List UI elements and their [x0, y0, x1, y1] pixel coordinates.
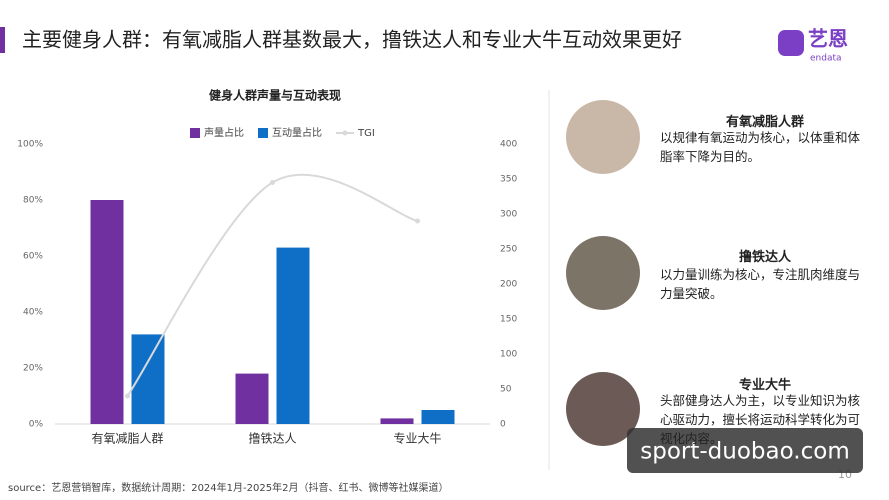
y2-tick-label: 150: [500, 315, 517, 325]
title-accent: [0, 27, 5, 53]
y2-tick-label: 50: [500, 385, 512, 395]
legend-label: 声量占比: [204, 126, 244, 139]
card-title: 有氧减脂人群: [725, 115, 804, 130]
x-tick-label: 有氧减脂人群: [91, 431, 163, 446]
card-image: [566, 100, 640, 174]
y-tick-label: 20%: [23, 364, 43, 374]
x-tick-label: 专业大牛: [393, 431, 441, 446]
tgi-marker: [270, 180, 275, 185]
watermark-bg: [627, 428, 863, 473]
card-title: 撸铁达人: [738, 250, 791, 265]
card-title: 专业大牛: [738, 378, 791, 393]
legend-swatch: [258, 128, 268, 138]
watermark: sport-duobao.com: [640, 439, 849, 465]
y2-tick-label: 200: [500, 280, 517, 290]
y2-tick-label: 400: [500, 140, 517, 150]
legend-label: 互动量占比: [272, 126, 322, 139]
y-tick-label: 0%: [29, 420, 44, 430]
card-text: 以规律有氧运动为核心，以体重和体脂率下降为目的。: [660, 130, 861, 164]
y2-tick-label: 250: [500, 245, 517, 255]
x-tick-label: 撸铁达人: [248, 431, 296, 446]
card-image: [566, 236, 640, 310]
y-tick-label: 80%: [23, 196, 43, 206]
y2-tick-label: 100: [500, 350, 517, 360]
source: source：艺恩营销智库，数据统计周期：2024年1月-2025年2月（抖音、…: [8, 481, 448, 494]
bar: [90, 200, 124, 424]
y2-tick-label: 0: [500, 420, 506, 430]
bar: [421, 410, 455, 424]
bar: [380, 418, 414, 424]
slide-title: 主要健身人群：有氧减脂人群基数最大，撸铁达人和专业大牛互动效果更好: [22, 28, 682, 52]
bar: [235, 373, 269, 424]
logo: 艺恩: [808, 27, 848, 51]
y2-tick-label: 300: [500, 210, 517, 220]
legend-label: TGI: [357, 128, 375, 139]
card-text: 以力量训练为核心，专注肌肉维度与力量突破。: [660, 267, 861, 301]
y2-tick-label: 350: [500, 175, 517, 185]
legend-marker: [342, 130, 348, 136]
bar: [131, 334, 165, 424]
y-tick-label: 100%: [17, 140, 43, 150]
logo-sub: endata: [810, 54, 842, 64]
y-tick-label: 60%: [23, 252, 43, 262]
y-tick-label: 40%: [23, 308, 43, 318]
card-image: [566, 372, 640, 446]
tgi-marker: [415, 218, 420, 224]
logo-icon: [778, 30, 804, 56]
tgi-line: [126, 173, 418, 397]
card-text: 头部健身达人为主，以专业知识为核心驱动力，擅长将运动科学转化为可视化内容。: [660, 393, 861, 446]
chart-title: 健身人群声量与互动表现: [209, 88, 341, 103]
bar: [276, 247, 310, 424]
legend-swatch: [190, 128, 200, 138]
tgi-marker: [125, 393, 130, 399]
